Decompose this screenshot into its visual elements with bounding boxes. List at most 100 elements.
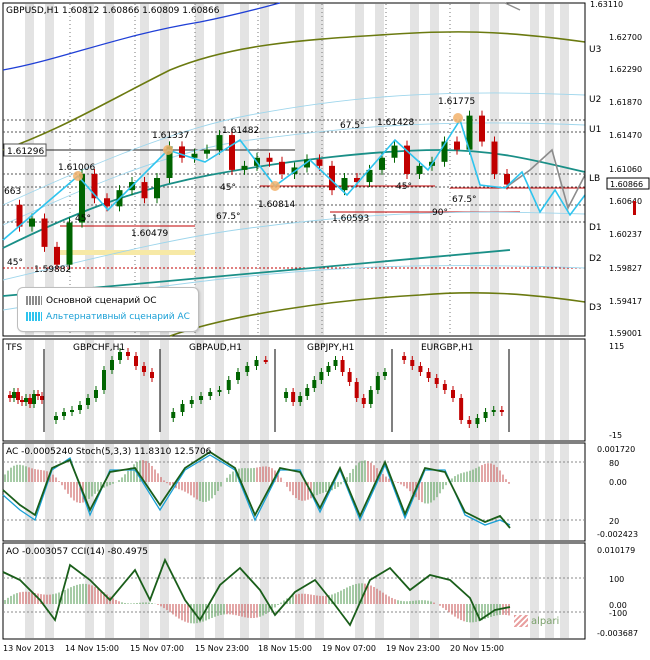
- session-stripe: [355, 444, 364, 540]
- tfs-body: [245, 366, 250, 372]
- session-stripe: [545, 340, 554, 440]
- ac-tick-2: 80: [609, 459, 619, 468]
- tfs-body: [102, 370, 106, 390]
- candle-body: [304, 159, 310, 168]
- session-stripe: [470, 544, 479, 638]
- tfs-body: [86, 398, 90, 405]
- session-stripe: [560, 340, 569, 440]
- tfs-body: [62, 412, 66, 416]
- last-price-box: [606, 177, 650, 190]
- session-stripe: [25, 4, 34, 335]
- price-tick-6: 1.61060: [609, 165, 642, 174]
- session-stripe: [490, 444, 499, 540]
- angle-label-4: 45°: [396, 182, 412, 192]
- tfs-body: [16, 392, 20, 400]
- yellow-zone: [60, 250, 195, 255]
- price-box-text: 1.61296: [7, 147, 44, 157]
- candle-body: [266, 157, 273, 162]
- tfs-body: [150, 372, 154, 378]
- session-stripe: [560, 4, 569, 335]
- tfs-scale-bottom: -15: [609, 431, 622, 440]
- time-tick-5: 18 Nov 15:00: [258, 644, 312, 653]
- ao-tick-3: 0.00: [609, 601, 627, 610]
- tfs-body: [20, 400, 24, 402]
- peak-label-5: 1.61775: [438, 97, 475, 107]
- tfs-body: [126, 352, 130, 356]
- session-stripe: [25, 340, 34, 440]
- session-stripe: [260, 4, 269, 335]
- candle-body: [204, 149, 210, 154]
- time-tick-2: 14 Nov 15:00: [65, 644, 119, 653]
- level-label-d3: D3: [589, 303, 602, 313]
- session-stripe: [560, 544, 569, 638]
- price-axis: 1.63110 1.62700 1.62290 1.61870 1.61470 …: [584, 0, 650, 338]
- session-stripe: [545, 444, 554, 540]
- legend-main-row: Основной сценарий ОС: [26, 296, 156, 306]
- candle-body: [354, 178, 360, 183]
- tfs-body: [291, 392, 296, 402]
- price-tick-1: 1.63110: [590, 0, 623, 9]
- tfs-body: [118, 352, 122, 360]
- session-stripe: [195, 544, 204, 638]
- tfs-body: [134, 356, 138, 366]
- tfs-body: [402, 356, 407, 360]
- candle-body: [479, 115, 485, 142]
- time-tick-3: 15 Nov 07:00: [130, 644, 184, 653]
- session-stripe: [105, 4, 114, 335]
- candle-body: [379, 157, 385, 170]
- angle-label-6: 67.5°: [216, 212, 241, 222]
- session-stripe: [45, 4, 54, 335]
- candle-body: [16, 204, 23, 227]
- level-label-d1: D1: [589, 223, 602, 233]
- tfs-body: [368, 390, 373, 404]
- peak-marker-4: [453, 113, 463, 123]
- ac-tick-3: 0.00: [609, 478, 627, 487]
- session-stripe: [355, 340, 364, 440]
- session-stripe: [490, 544, 499, 638]
- candle-body: [179, 146, 185, 158]
- olive-upper-band: [2, 31, 586, 151]
- peak-label-1: 1.61006: [58, 163, 95, 173]
- tfs-body: [375, 376, 380, 390]
- peak-marker-3: [270, 181, 280, 191]
- candle-body: [216, 135, 223, 150]
- candle-body: [229, 135, 235, 170]
- brand-icon: [514, 615, 528, 627]
- session-stripe: [215, 4, 224, 335]
- session-stripe: [195, 340, 204, 440]
- price-tick-4: 1.61870: [609, 98, 642, 107]
- scenario-legend: Основной сценарий ОС Альтернативный сцен…: [17, 287, 199, 332]
- tfs-body: [340, 360, 345, 372]
- session-stripe: [45, 340, 54, 440]
- session-stripe: [105, 444, 114, 540]
- session-stripe: [195, 4, 204, 335]
- peak-marker-2: [163, 145, 173, 155]
- tfs-body: [298, 396, 303, 402]
- price-candles: [16, 110, 510, 270]
- tfs-body: [189, 400, 194, 404]
- level-label-lb: LB: [589, 174, 600, 184]
- session-stripe: [160, 340, 169, 440]
- ao-tick-2: 100: [609, 575, 624, 584]
- tfs-body: [361, 398, 366, 404]
- time-axis: 13 Nov 2013 14 Nov 15:00 15 Nov 07:00 15…: [3, 644, 504, 653]
- price-tick-5: 1.61470: [609, 131, 642, 140]
- legend-alt-row: Альтернативный сценарий АС: [26, 312, 190, 322]
- session-stripe: [140, 4, 149, 335]
- candle-body: [366, 169, 373, 183]
- tfs-body: [40, 396, 44, 400]
- tfs-body: [142, 366, 146, 372]
- session-stripe: [530, 444, 539, 540]
- left-price: 663: [4, 187, 21, 197]
- ao-tick-4: -100: [609, 609, 627, 618]
- cci-line: [2, 557, 511, 627]
- candle-body: [466, 115, 473, 150]
- tfs-label: TFS: [5, 343, 23, 353]
- tfs-body: [467, 420, 472, 424]
- trough-label-2: 1.59882: [34, 265, 71, 275]
- candle-body: [154, 178, 160, 199]
- tfs-body: [382, 372, 387, 376]
- candle-body: [141, 182, 148, 199]
- alt-scenario-swatch: [26, 312, 42, 321]
- ao-tick-5: -0.003687: [597, 629, 638, 638]
